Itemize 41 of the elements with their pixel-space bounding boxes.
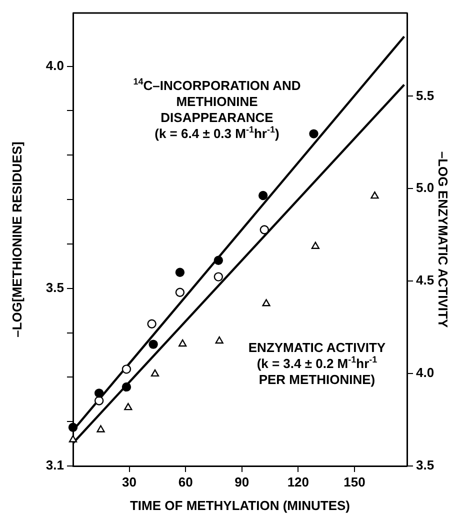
annotation: ENZYMATIC ACTIVITY (k = 3.4 ± 0.2 M$^{-1}$hr$^{-1}$ PER METHIONINE) — [248, 340, 386, 388]
point — [175, 288, 185, 297]
y-tick-label: 3.1 — [46, 458, 64, 473]
point — [175, 268, 185, 277]
x-tick-label: 30 — [122, 474, 137, 490]
point — [147, 319, 156, 328]
x-axis-title: TIME OF METHYLATION (MINUTES) — [130, 498, 350, 513]
point — [94, 388, 104, 398]
text: $^{14}$C–INCORPORATION AND METHIONINE DISAPPEARANCE (k = 6.4 ± 0.3 M$^{-1}$hr$^{-1}$) — [133, 76, 301, 141]
point — [309, 129, 318, 138]
point — [258, 190, 268, 200]
point — [148, 340, 158, 349]
point — [370, 191, 379, 199]
point — [68, 435, 78, 442]
point — [214, 256, 224, 265]
point — [262, 299, 270, 306]
point — [122, 382, 132, 392]
point — [150, 369, 160, 377]
point — [124, 402, 132, 410]
y-axis-title: –LOG[METHIONINE RESIDUES] — [9, 142, 24, 338]
y-tick-label: 4.0 — [46, 58, 64, 73]
y2-tick-label: 4.0 — [416, 365, 434, 380]
point — [96, 425, 105, 432]
point — [215, 336, 224, 344]
x-tick-label: 120 — [287, 474, 310, 490]
y2-axis-title: –LOG ENZYMATIC ACTIVITY — [436, 151, 451, 328]
x-tick-label: 150 — [344, 474, 366, 490]
y2-tick-label: 3.5 — [416, 458, 434, 473]
x-tick-label: 90 — [234, 474, 250, 490]
point — [178, 339, 187, 347]
point — [260, 225, 269, 234]
point — [68, 422, 78, 432]
point — [214, 272, 224, 282]
point — [122, 364, 132, 374]
y2-tick-label: 5.5 — [416, 88, 434, 103]
y-tick-label: 3.5 — [46, 280, 64, 295]
y2-tick-label: 5.0 — [416, 180, 434, 196]
x-tick-label: 60 — [178, 474, 193, 490]
y2-tick-label: 4.5 — [416, 272, 434, 288]
point — [94, 396, 104, 406]
point — [311, 242, 320, 249]
